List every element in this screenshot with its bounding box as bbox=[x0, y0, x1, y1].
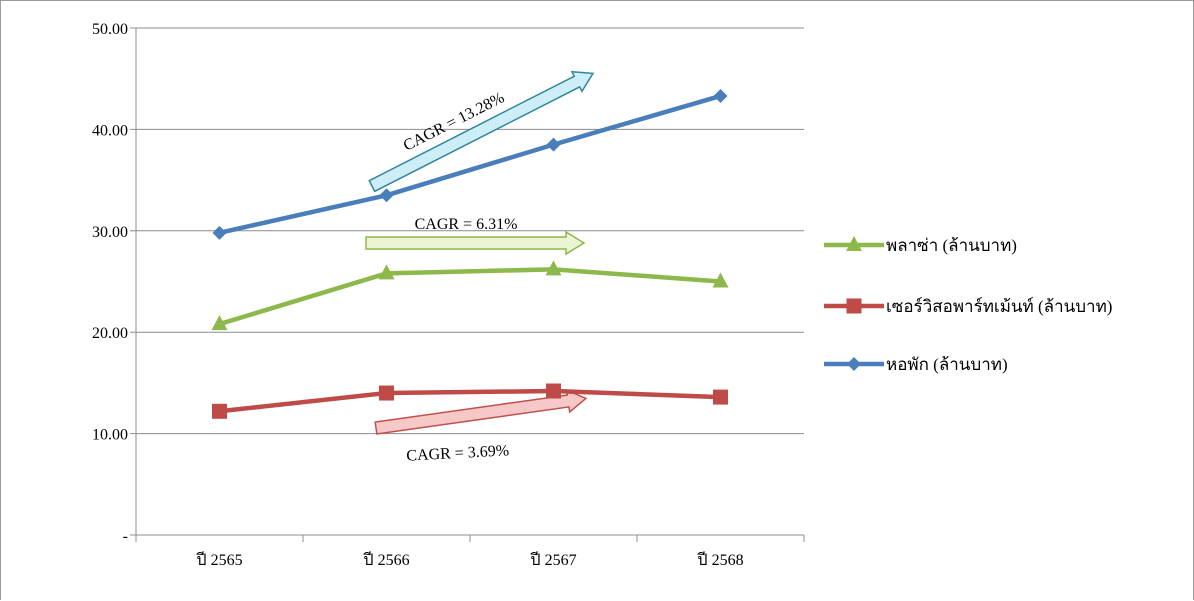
series-triangle bbox=[211, 260, 729, 331]
x-tick-label: ปี 2567 bbox=[530, 551, 577, 569]
data-point-diamond bbox=[212, 225, 227, 240]
data-point-triangle bbox=[712, 272, 729, 288]
series-line bbox=[218, 267, 721, 327]
x-tick-label: ปี 2568 bbox=[697, 551, 744, 569]
legend-marker-diamond bbox=[847, 357, 861, 371]
cagr-arrow-shape bbox=[368, 70, 595, 193]
legend-item: พลาซ่า (ล้านบาท) bbox=[824, 236, 1017, 255]
legend-marker-square bbox=[846, 298, 862, 314]
data-point-triangle bbox=[378, 264, 395, 280]
legend-label: เซอร์วิสอพาร์ทเม้นท์ (ล้านบาท) bbox=[886, 297, 1112, 316]
data-point-triangle bbox=[545, 260, 562, 276]
legend-label: พลาซ่า (ล้านบาท) bbox=[886, 236, 1017, 255]
data-point-triangle bbox=[211, 315, 228, 331]
cagr-label: CAGR = 6.31% bbox=[415, 216, 518, 233]
legend: พลาซ่า (ล้านบาท) เซอร์วิสอพาร์ทเม้นท์ (ล้… bbox=[824, 236, 1112, 374]
y-tick-label: - bbox=[123, 528, 128, 545]
data-point-square bbox=[546, 383, 561, 399]
cagr-arrow-shape bbox=[365, 230, 586, 256]
data-point-diamond bbox=[546, 137, 561, 152]
series-lines bbox=[211, 88, 729, 419]
y-tick-label: 10.00 bbox=[92, 427, 128, 444]
data-point-diamond bbox=[379, 188, 394, 203]
cagr-arrow bbox=[374, 388, 588, 435]
axes bbox=[130, 27, 805, 542]
cagr-annotations: CAGR = 13.28%CAGR = 6.31%CAGR = 3.69% bbox=[365, 70, 595, 465]
cagr-label: CAGR = 3.69% bbox=[406, 442, 510, 464]
legend-marker-triangle bbox=[846, 236, 862, 251]
series-square bbox=[212, 383, 728, 419]
data-point-square bbox=[713, 389, 728, 405]
legend-label: หอพัก (ล้านบาท) bbox=[886, 355, 1008, 374]
y-tick-label: 30.00 bbox=[92, 224, 128, 241]
legend-item: หอพัก (ล้านบาท) bbox=[824, 355, 1008, 374]
cagr-arrow bbox=[368, 70, 595, 193]
series-line bbox=[219, 388, 721, 414]
data-point-square bbox=[212, 403, 227, 419]
series-diamond bbox=[212, 88, 728, 240]
data-point-square bbox=[379, 385, 394, 401]
cagr-arrow-shape bbox=[374, 388, 588, 435]
x-tick-label: ปี 2566 bbox=[363, 551, 410, 569]
y-tick-label: 50.00 bbox=[92, 21, 128, 38]
y-axis-tick-labels: - 10.00 20.00 30.00 40.00 50.00 bbox=[92, 21, 128, 545]
x-axis-tick-labels: ปี 2565 ปี 2566 ปี 2567 ปี 2568 bbox=[196, 551, 744, 569]
series-line bbox=[219, 93, 722, 236]
cagr-arrow bbox=[365, 230, 586, 256]
data-point-diamond bbox=[713, 88, 728, 103]
legend-item: เซอร์วิสอพาร์ทเม้นท์ (ล้านบาท) bbox=[824, 297, 1112, 316]
y-tick-label: 20.00 bbox=[92, 325, 128, 342]
x-tick-label: ปี 2565 bbox=[196, 551, 243, 569]
y-tick-label: 40.00 bbox=[92, 122, 128, 139]
